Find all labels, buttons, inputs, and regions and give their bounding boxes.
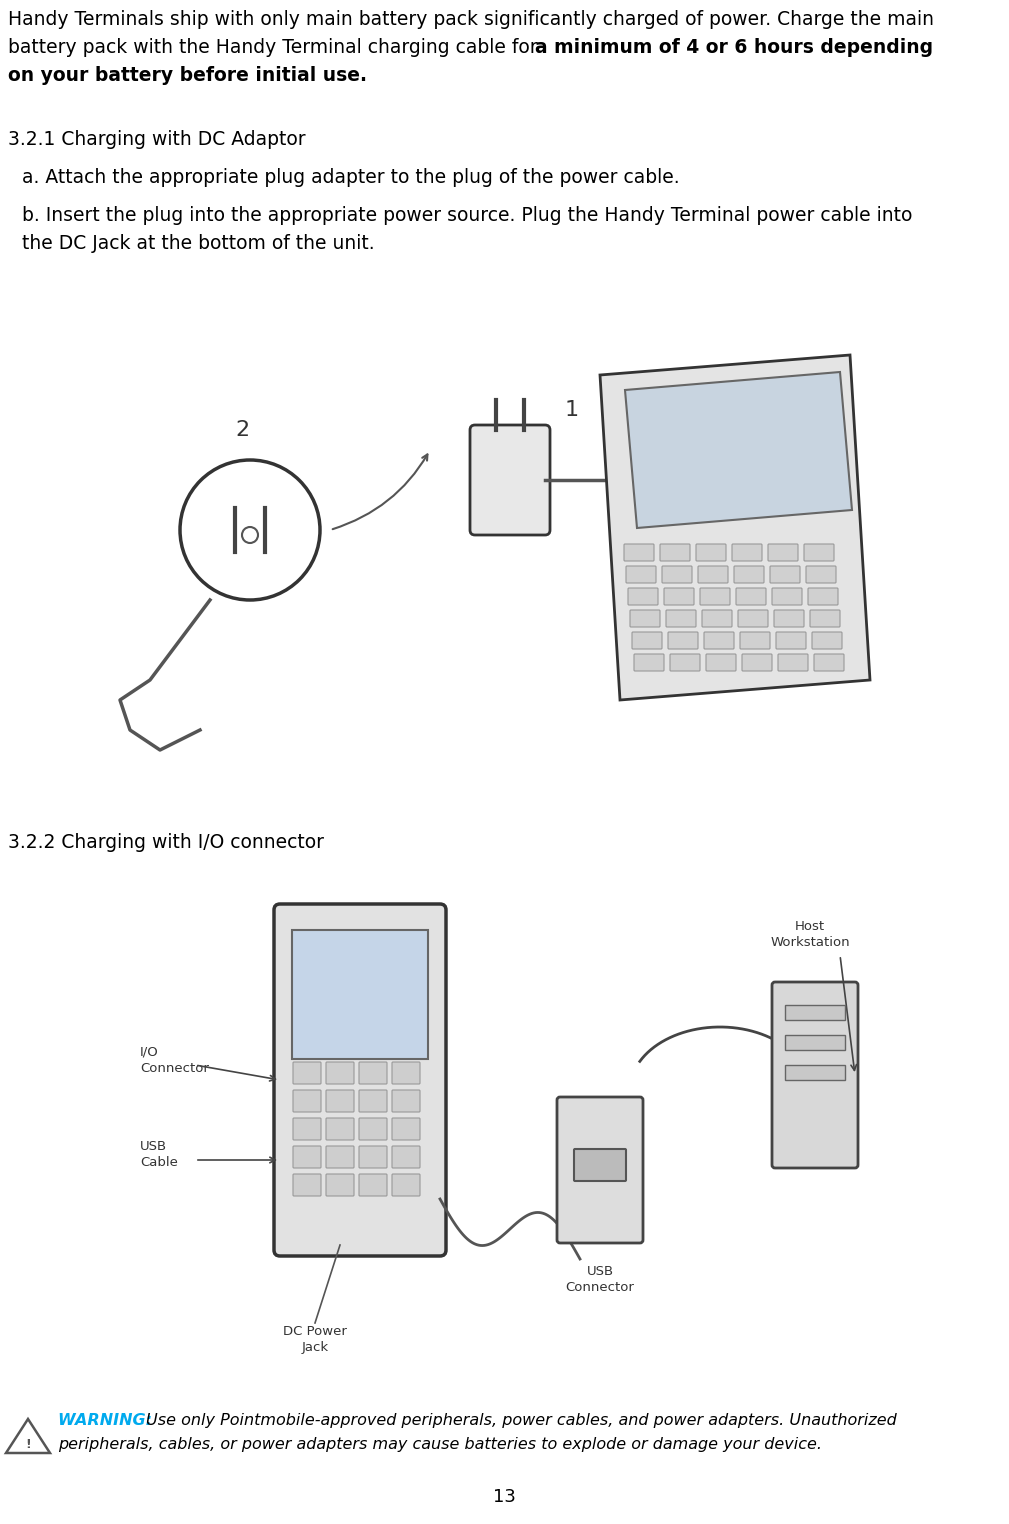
FancyBboxPatch shape bbox=[393, 1146, 420, 1167]
FancyBboxPatch shape bbox=[293, 1062, 321, 1084]
FancyBboxPatch shape bbox=[732, 544, 762, 561]
FancyBboxPatch shape bbox=[734, 565, 764, 584]
FancyBboxPatch shape bbox=[624, 544, 654, 561]
FancyBboxPatch shape bbox=[293, 1146, 321, 1167]
FancyBboxPatch shape bbox=[293, 1173, 321, 1196]
FancyBboxPatch shape bbox=[668, 632, 698, 649]
Text: on your battery before initial use.: on your battery before initial use. bbox=[8, 66, 367, 85]
FancyBboxPatch shape bbox=[359, 1119, 387, 1140]
FancyBboxPatch shape bbox=[660, 544, 690, 561]
FancyBboxPatch shape bbox=[768, 544, 798, 561]
FancyBboxPatch shape bbox=[393, 1090, 420, 1113]
FancyBboxPatch shape bbox=[738, 610, 768, 626]
Text: DC Power
Jack: DC Power Jack bbox=[284, 1324, 347, 1353]
FancyBboxPatch shape bbox=[770, 565, 800, 584]
Text: peripherals, cables, or power adapters may cause batteries to explode or damage : peripherals, cables, or power adapters m… bbox=[58, 1437, 822, 1452]
FancyBboxPatch shape bbox=[698, 565, 728, 584]
Text: 3.2.1 Charging with DC Adaptor: 3.2.1 Charging with DC Adaptor bbox=[8, 130, 306, 149]
Polygon shape bbox=[6, 1419, 50, 1452]
FancyBboxPatch shape bbox=[814, 654, 844, 671]
FancyBboxPatch shape bbox=[776, 632, 806, 649]
Text: Use only Pointmobile-approved peripherals, power cables, and power adapters. Una: Use only Pointmobile-approved peripheral… bbox=[146, 1413, 897, 1428]
FancyBboxPatch shape bbox=[736, 588, 766, 605]
FancyBboxPatch shape bbox=[628, 588, 658, 605]
FancyBboxPatch shape bbox=[706, 654, 736, 671]
FancyBboxPatch shape bbox=[326, 1146, 354, 1167]
FancyBboxPatch shape bbox=[785, 1035, 845, 1050]
FancyBboxPatch shape bbox=[785, 1004, 845, 1020]
Text: Handy Terminals ship with only main battery pack significantly charged of power.: Handy Terminals ship with only main batt… bbox=[8, 11, 934, 29]
FancyBboxPatch shape bbox=[470, 425, 550, 535]
FancyBboxPatch shape bbox=[326, 1173, 354, 1196]
Bar bbox=[130, 302, 890, 789]
Text: !: ! bbox=[25, 1437, 31, 1451]
FancyBboxPatch shape bbox=[742, 654, 772, 671]
FancyBboxPatch shape bbox=[810, 610, 840, 626]
FancyBboxPatch shape bbox=[274, 904, 446, 1256]
FancyBboxPatch shape bbox=[574, 1149, 626, 1181]
FancyBboxPatch shape bbox=[630, 610, 660, 626]
FancyBboxPatch shape bbox=[292, 930, 428, 1059]
FancyBboxPatch shape bbox=[393, 1173, 420, 1196]
Text: 13: 13 bbox=[492, 1487, 516, 1506]
Text: USB
Connector: USB Connector bbox=[566, 1265, 635, 1294]
Text: USB
Cable: USB Cable bbox=[140, 1140, 178, 1169]
Text: I/O
Connector: I/O Connector bbox=[140, 1045, 209, 1074]
Text: battery pack with the Handy Terminal charging cable for: battery pack with the Handy Terminal cha… bbox=[8, 38, 544, 56]
FancyBboxPatch shape bbox=[808, 588, 838, 605]
FancyBboxPatch shape bbox=[806, 565, 836, 584]
FancyBboxPatch shape bbox=[326, 1119, 354, 1140]
Bar bbox=[100, 885, 960, 1385]
FancyBboxPatch shape bbox=[774, 610, 804, 626]
FancyBboxPatch shape bbox=[293, 1090, 321, 1113]
FancyBboxPatch shape bbox=[393, 1062, 420, 1084]
FancyBboxPatch shape bbox=[632, 632, 662, 649]
FancyBboxPatch shape bbox=[696, 544, 726, 561]
Text: WARNING:: WARNING: bbox=[58, 1413, 157, 1428]
FancyBboxPatch shape bbox=[704, 632, 734, 649]
FancyBboxPatch shape bbox=[359, 1062, 387, 1084]
Text: 3.2.2 Charging with I/O connector: 3.2.2 Charging with I/O connector bbox=[8, 834, 324, 852]
FancyBboxPatch shape bbox=[326, 1090, 354, 1113]
FancyBboxPatch shape bbox=[326, 1062, 354, 1084]
FancyBboxPatch shape bbox=[666, 610, 696, 626]
FancyBboxPatch shape bbox=[778, 654, 808, 671]
FancyBboxPatch shape bbox=[702, 610, 732, 626]
Text: Host
Workstation: Host Workstation bbox=[770, 920, 850, 949]
FancyBboxPatch shape bbox=[626, 565, 656, 584]
FancyBboxPatch shape bbox=[359, 1173, 387, 1196]
Text: 1: 1 bbox=[565, 399, 579, 421]
FancyBboxPatch shape bbox=[804, 544, 834, 561]
FancyBboxPatch shape bbox=[670, 654, 700, 671]
FancyBboxPatch shape bbox=[662, 565, 692, 584]
FancyBboxPatch shape bbox=[812, 632, 842, 649]
FancyBboxPatch shape bbox=[393, 1119, 420, 1140]
FancyBboxPatch shape bbox=[772, 588, 802, 605]
FancyBboxPatch shape bbox=[557, 1097, 643, 1244]
Text: the DC Jack at the bottom of the unit.: the DC Jack at the bottom of the unit. bbox=[22, 235, 374, 253]
FancyBboxPatch shape bbox=[785, 1065, 845, 1081]
Text: 2: 2 bbox=[235, 421, 249, 440]
FancyBboxPatch shape bbox=[700, 588, 730, 605]
FancyBboxPatch shape bbox=[664, 588, 694, 605]
Text: b. Insert the plug into the appropriate power source. Plug the Handy Terminal po: b. Insert the plug into the appropriate … bbox=[22, 206, 912, 226]
Text: a minimum of 4 or 6 hours depending: a minimum of 4 or 6 hours depending bbox=[535, 38, 933, 56]
FancyBboxPatch shape bbox=[359, 1146, 387, 1167]
Text: a. Attach the appropriate plug adapter to the plug of the power cable.: a. Attach the appropriate plug adapter t… bbox=[22, 168, 680, 187]
FancyBboxPatch shape bbox=[634, 654, 664, 671]
FancyBboxPatch shape bbox=[740, 632, 770, 649]
FancyBboxPatch shape bbox=[772, 981, 858, 1167]
FancyBboxPatch shape bbox=[293, 1119, 321, 1140]
Polygon shape bbox=[625, 372, 852, 527]
Polygon shape bbox=[600, 355, 870, 700]
FancyBboxPatch shape bbox=[359, 1090, 387, 1113]
